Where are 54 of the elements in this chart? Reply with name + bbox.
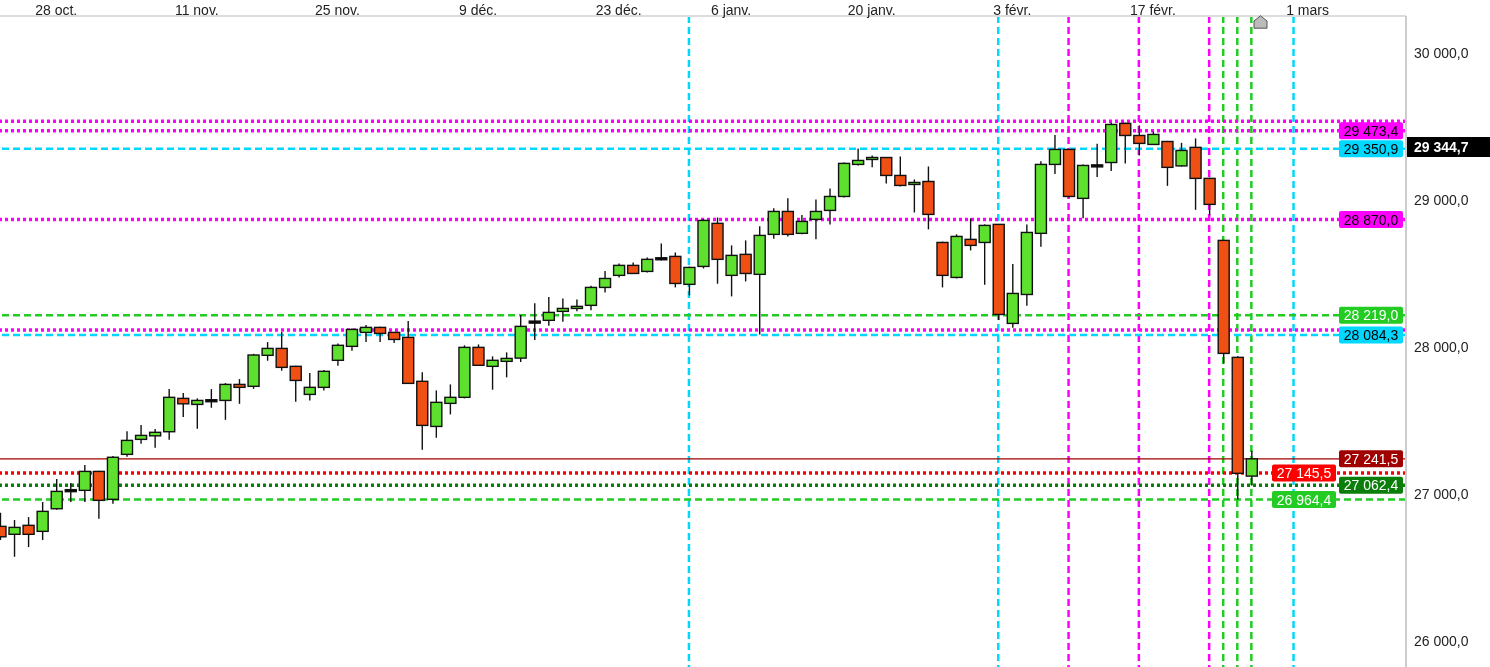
ref-line-label: 27 241,5 bbox=[1343, 450, 1399, 467]
candlestick bbox=[148, 428, 162, 449]
x-tick-label: 1 mars bbox=[1286, 2, 1329, 18]
candlestick bbox=[331, 342, 345, 367]
candlestick bbox=[345, 327, 359, 352]
candlestick bbox=[542, 296, 556, 327]
candlestick bbox=[809, 198, 823, 241]
candlestick bbox=[865, 154, 879, 169]
candlestick bbox=[303, 372, 316, 402]
candlestick bbox=[851, 147, 865, 167]
x-tick-label: 3 févr. bbox=[993, 2, 1032, 18]
ref-line-label: 29 473,4 bbox=[1343, 122, 1399, 139]
y-tick-label: 27 000,0 bbox=[1414, 486, 1469, 503]
candlestick bbox=[359, 324, 373, 343]
candlestick bbox=[64, 482, 77, 503]
candlestick bbox=[880, 156, 893, 185]
candlestick bbox=[556, 297, 570, 323]
y-tick-label: 28 000,0 bbox=[1414, 339, 1469, 356]
candlestick bbox=[1119, 121, 1132, 165]
ref-line-label: 29 350,9 bbox=[1343, 140, 1399, 157]
x-tick-label: 6 janv. bbox=[711, 2, 752, 18]
candlestick bbox=[584, 285, 598, 312]
candlestick bbox=[767, 207, 780, 240]
candlestick bbox=[134, 424, 148, 445]
x-tick-label: 28 oct. bbox=[35, 2, 78, 18]
candlestick bbox=[781, 197, 795, 238]
candlestick bbox=[598, 270, 612, 294]
x-tick-label: 9 déc. bbox=[458, 2, 498, 18]
ref-line-label: 28 084,3 bbox=[1343, 326, 1399, 343]
ref-line-label: 28 219,0 bbox=[1343, 307, 1399, 324]
x-tick-label: 17 févr. bbox=[1129, 2, 1176, 18]
ref-line-label: 27 062,4 bbox=[1343, 477, 1399, 494]
y-tick-label: 26 000,0 bbox=[1414, 633, 1469, 650]
x-tick-label: 11 nov. bbox=[174, 2, 219, 18]
x-tick-label: 20 janv. bbox=[847, 2, 896, 18]
candlestick bbox=[317, 369, 331, 392]
candlestick bbox=[177, 392, 190, 418]
candlestick bbox=[120, 430, 134, 458]
x-tick-label: 25 nov. bbox=[314, 2, 360, 18]
y-tick-label: 29 000,0 bbox=[1414, 192, 1469, 209]
candlestick bbox=[289, 365, 302, 403]
candlestick bbox=[1048, 134, 1062, 175]
candlestick bbox=[1090, 143, 1104, 178]
ref-line-label: 27 145,5 bbox=[1276, 464, 1332, 481]
text: 29 344,7 bbox=[1407, 137, 1490, 157]
x-tick-label: 23 déc. bbox=[595, 2, 642, 18]
ref-line-label: 28 870,0 bbox=[1343, 211, 1399, 228]
ref-line-label: 26 964,4 bbox=[1276, 491, 1332, 508]
candlestick bbox=[528, 302, 541, 341]
candlestick bbox=[78, 464, 92, 503]
y-tick-label: 30 000,0 bbox=[1414, 45, 1469, 62]
candlestick bbox=[823, 187, 837, 226]
candlestick bbox=[1245, 450, 1259, 487]
candlestick bbox=[50, 478, 63, 511]
